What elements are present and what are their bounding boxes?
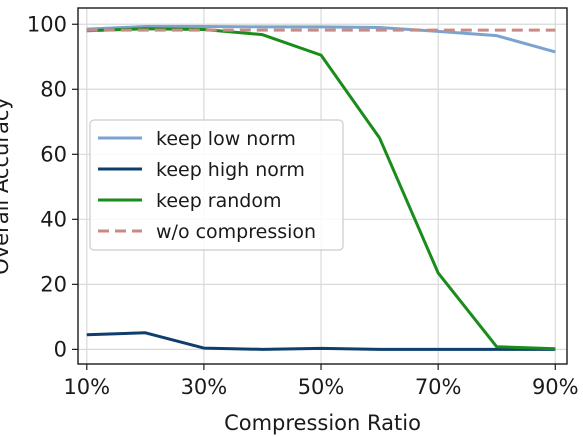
plot-frame bbox=[77, 7, 568, 365]
series-line-2 bbox=[86, 331, 556, 351]
series-line-1 bbox=[86, 25, 556, 54]
y-tick-label: 40 bbox=[40, 207, 67, 231]
y-tick-label: 20 bbox=[40, 272, 67, 296]
x-tick-label: 90% bbox=[532, 375, 579, 399]
legend-label: keep high norm bbox=[156, 159, 305, 181]
legend-label: keep random bbox=[156, 190, 282, 212]
x-axis-title: Compression Ratio bbox=[224, 411, 421, 435]
y-tick-label: 80 bbox=[40, 77, 67, 101]
legend-label: keep low norm bbox=[156, 128, 296, 150]
ticks: 0 20 40 60 80 100 10% 30% 50% 70% 90% bbox=[27, 12, 579, 399]
legend: keep low norm keep high norm keep random w/… bbox=[89, 119, 344, 251]
y-axis-title: Overall Accuracy bbox=[0, 97, 13, 275]
legend-box bbox=[89, 119, 344, 251]
series-lines bbox=[86, 25, 556, 351]
x-tick-label: 10% bbox=[63, 375, 110, 399]
x-tick-label: 30% bbox=[181, 375, 228, 399]
legend-label: w/o compression bbox=[156, 221, 316, 243]
y-tick-label: 60 bbox=[40, 142, 67, 166]
y-tick-label: 100 bbox=[27, 12, 67, 36]
y-tick-label: 0 bbox=[54, 337, 67, 361]
x-tick-label: 70% bbox=[415, 375, 462, 399]
x-tick-label: 50% bbox=[298, 375, 345, 399]
